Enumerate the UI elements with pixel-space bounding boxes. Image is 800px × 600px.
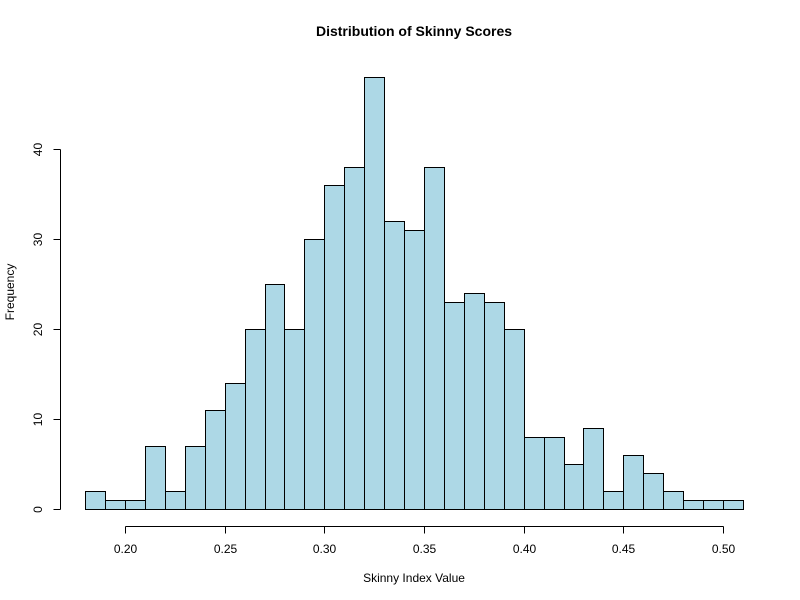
x-tick-label: 0.40	[513, 542, 537, 556]
histogram-bar	[344, 167, 365, 510]
y-axis-label: Frequency	[3, 264, 17, 321]
chart-title: Distribution of Skinny Scores	[316, 23, 512, 39]
x-tick-label: 0.25	[214, 542, 238, 556]
y-tick-label: 30	[31, 233, 45, 247]
y-tick-label: 20	[31, 323, 45, 337]
x-tick-label: 0.20	[114, 542, 138, 556]
histogram-bar	[484, 302, 505, 510]
histogram-bar	[185, 446, 206, 510]
y-tick-label: 0	[31, 506, 45, 513]
histogram-bar	[85, 491, 106, 510]
histogram-bar	[364, 77, 385, 510]
y-axis: 0 10 20 30 40	[31, 143, 61, 513]
histogram-bar	[245, 329, 266, 510]
x-axis: 0.20 0.25 0.30 0.35 0.40 0.45 0.50	[114, 526, 736, 556]
histogram-bar	[603, 491, 624, 510]
histogram-bar	[504, 329, 525, 510]
histogram-bar	[544, 437, 565, 510]
histogram-bar	[165, 491, 186, 510]
x-tick-label: 0.45	[612, 542, 636, 556]
histogram-bar	[225, 383, 246, 510]
y-tick-label: 10	[31, 413, 45, 427]
histogram-bar	[424, 167, 445, 510]
histogram-bar	[284, 329, 305, 510]
histogram-bar	[723, 500, 744, 510]
histogram-bar	[643, 473, 664, 510]
histogram-bar	[583, 428, 604, 510]
histogram-bar	[524, 437, 545, 510]
histogram-bar	[125, 500, 146, 510]
histogram-bar	[105, 500, 126, 510]
histogram-bar	[683, 500, 704, 510]
y-tick-label: 40	[31, 143, 45, 157]
x-tick-label: 0.30	[313, 542, 337, 556]
histogram-bar	[623, 455, 644, 510]
histogram-bar	[205, 410, 226, 510]
histogram-bar	[384, 221, 405, 510]
histogram-bar	[404, 230, 425, 510]
histogram-bar	[265, 284, 285, 510]
x-tick-label: 0.35	[413, 542, 437, 556]
histogram-bar	[145, 446, 166, 510]
histogram-bar	[304, 239, 325, 510]
histogram-bar	[564, 464, 584, 510]
histogram-bar	[324, 185, 345, 510]
histogram-bar	[444, 302, 465, 510]
histogram-bar	[464, 293, 485, 510]
histogram-bar	[703, 500, 724, 510]
histogram-bars	[85, 77, 744, 510]
x-axis-label: Skinny Index Value	[363, 571, 465, 585]
x-tick-label: 0.50	[712, 542, 736, 556]
histogram-bar	[663, 491, 684, 510]
